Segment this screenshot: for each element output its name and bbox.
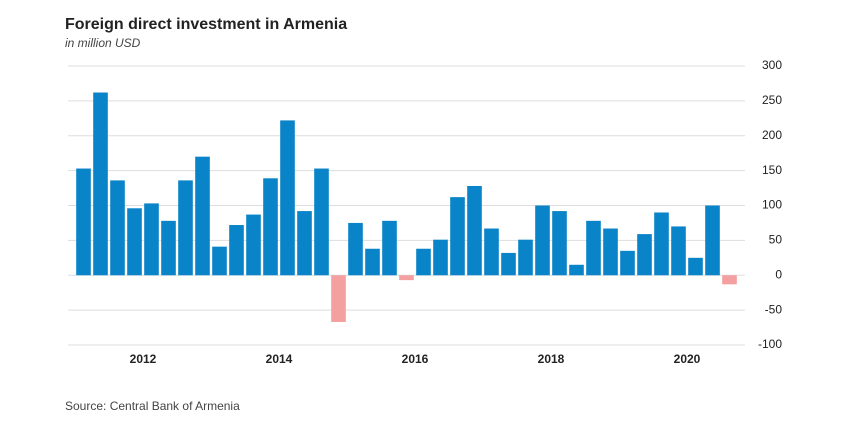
- bar: [671, 226, 686, 276]
- bar: [178, 180, 193, 276]
- bar: [212, 246, 227, 276]
- y-tick-label: 100: [762, 198, 782, 212]
- bar: [144, 203, 159, 276]
- bar: [348, 222, 363, 276]
- y-tick-label: 200: [762, 128, 782, 142]
- y-tick-label: 250: [762, 93, 782, 107]
- bar: [484, 228, 499, 276]
- chart-title: Foreign direct investment in Armenia: [65, 16, 347, 33]
- bar: [127, 208, 142, 276]
- x-tick-label: 2018: [538, 352, 565, 366]
- bar: [603, 228, 618, 276]
- y-tick-label: -50: [765, 302, 783, 316]
- bar: [535, 205, 550, 276]
- source: Source: Central Bank of Armenia: [65, 399, 240, 413]
- bar: [76, 168, 91, 276]
- y-tick-label: 150: [762, 163, 782, 177]
- bar: [382, 220, 397, 276]
- x-tick-label: 2016: [402, 352, 429, 366]
- y-tick-label: 300: [762, 58, 782, 72]
- y-tick-label: 50: [769, 233, 783, 247]
- x-tick-label: 2012: [130, 352, 157, 366]
- bar: [195, 156, 210, 276]
- bar: [416, 248, 431, 276]
- bar: [552, 211, 567, 276]
- bar: [705, 205, 720, 276]
- x-tick-label: 2014: [266, 352, 293, 366]
- bar: [246, 214, 261, 276]
- bar: [110, 180, 125, 276]
- bar: [229, 225, 244, 276]
- bar: [433, 239, 448, 276]
- bar: [314, 168, 329, 276]
- bar: [620, 250, 635, 276]
- y-tick-label: -100: [758, 337, 782, 351]
- bar: [569, 264, 584, 276]
- bar: [518, 239, 533, 276]
- y-tick-label: 0: [775, 267, 782, 281]
- bar: [722, 275, 737, 285]
- bar: [586, 220, 601, 276]
- bar: [399, 275, 414, 281]
- bar: [654, 212, 669, 276]
- bar: [297, 211, 312, 276]
- bar: [263, 178, 278, 276]
- bar: [331, 275, 346, 322]
- bar: [688, 257, 703, 276]
- bar: [280, 120, 295, 276]
- bar: [450, 197, 465, 276]
- chart-subtitle: in million USD: [65, 36, 141, 50]
- bar: [93, 92, 108, 276]
- bar: [637, 234, 652, 276]
- bar: [501, 252, 516, 276]
- bar: [467, 185, 482, 276]
- bar: [161, 220, 176, 276]
- bar: [365, 248, 380, 276]
- x-tick-label: 2020: [674, 352, 701, 366]
